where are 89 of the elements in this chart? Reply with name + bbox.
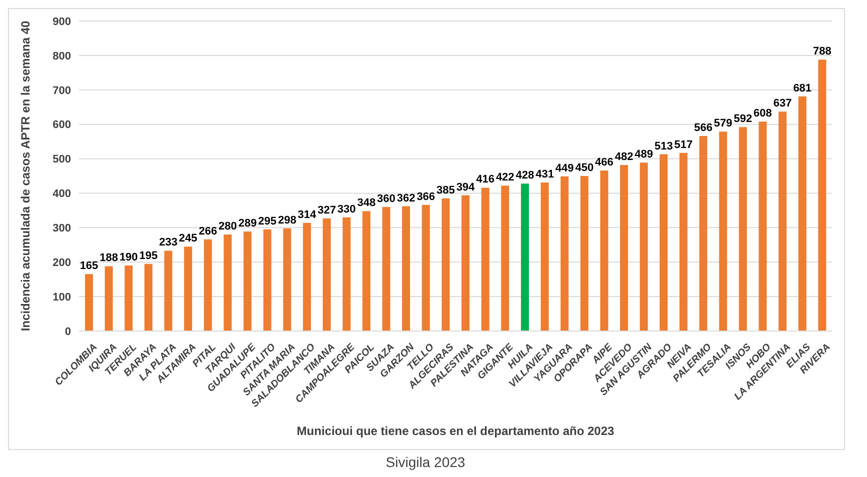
x-axis-title: Municioui que tiene casos en el departamento año 2023 xyxy=(296,424,615,438)
data-label: 366 xyxy=(416,190,436,203)
data-label: 188 xyxy=(100,252,118,264)
bar xyxy=(104,266,113,331)
data-label: 190 xyxy=(119,252,138,264)
data-label: 266 xyxy=(198,225,218,238)
data-label: 416 xyxy=(476,174,494,186)
bar xyxy=(85,274,93,331)
data-label: 298 xyxy=(278,214,296,226)
y-tick-label: 700 xyxy=(52,84,71,97)
bar xyxy=(283,228,292,331)
bar xyxy=(580,176,588,331)
bar xyxy=(362,211,370,331)
data-label: 517 xyxy=(674,138,693,151)
data-label: 637 xyxy=(773,98,792,110)
data-label: 295 xyxy=(258,215,277,228)
data-label: 245 xyxy=(178,232,198,245)
bar xyxy=(144,264,152,331)
data-label: 165 xyxy=(80,260,98,272)
bar xyxy=(263,229,272,331)
bar xyxy=(798,96,806,331)
data-label: 579 xyxy=(714,118,732,130)
bar xyxy=(184,246,192,331)
bar xyxy=(520,184,529,331)
data-label: 422 xyxy=(496,172,514,184)
bar xyxy=(660,154,668,331)
bar xyxy=(342,217,351,331)
y-tick-label: 200 xyxy=(52,257,71,270)
data-label: 450 xyxy=(575,162,594,174)
bar xyxy=(442,198,450,331)
bar xyxy=(560,176,569,331)
data-label: 489 xyxy=(634,148,654,161)
bar xyxy=(620,164,628,331)
bar xyxy=(719,132,728,331)
bar xyxy=(462,195,470,331)
data-label: 466 xyxy=(595,156,614,168)
bar xyxy=(818,60,826,331)
text: Sivigila 2023 xyxy=(384,454,466,470)
data-label: 233 xyxy=(159,236,178,249)
y-tick-label: 100 xyxy=(52,291,71,304)
y-tick-label: 300 xyxy=(52,222,71,235)
data-label: 788 xyxy=(813,46,832,58)
bar xyxy=(481,188,490,331)
bar xyxy=(224,234,232,331)
y-tick-label: 900 xyxy=(52,16,71,28)
bar xyxy=(422,204,430,331)
data-label: 681 xyxy=(793,82,812,94)
y-axis-title: Incidencia acumulada de casos APTR en la semana 40 xyxy=(18,20,32,332)
data-label: 449 xyxy=(555,162,574,174)
data-label: 195 xyxy=(139,250,158,262)
bar xyxy=(244,231,252,331)
data-label: 566 xyxy=(694,122,712,134)
data-label: 330 xyxy=(337,203,356,216)
bar xyxy=(640,162,648,331)
bar xyxy=(322,218,331,331)
data-label: 431 xyxy=(536,168,554,181)
data-label: 394 xyxy=(456,181,476,194)
bar xyxy=(382,207,390,331)
data-label: 280 xyxy=(218,220,237,233)
bar xyxy=(699,136,708,331)
data-label: 362 xyxy=(396,192,416,204)
y-tick-label: 500 xyxy=(52,154,71,166)
data-label: 289 xyxy=(238,217,257,230)
data-label: 592 xyxy=(734,113,752,126)
bar xyxy=(302,222,311,331)
bar xyxy=(738,127,747,331)
bar xyxy=(778,112,787,331)
bar xyxy=(540,182,549,331)
bar xyxy=(124,266,133,331)
y-tick-label: 600 xyxy=(52,119,71,132)
bar xyxy=(600,170,608,331)
y-tick-label: 0 xyxy=(64,326,71,338)
data-label: 482 xyxy=(614,150,634,163)
bar xyxy=(402,206,410,331)
data-label: 348 xyxy=(357,197,376,210)
bar xyxy=(758,122,767,331)
data-label: 428 xyxy=(516,170,534,182)
data-label: 314 xyxy=(298,208,318,221)
y-tick-label: 400 xyxy=(52,188,71,200)
data-label: 327 xyxy=(318,204,336,216)
data-label: 385 xyxy=(436,184,455,196)
data-label: 513 xyxy=(654,140,673,152)
bar xyxy=(679,152,688,331)
bar xyxy=(501,186,510,331)
data-label: 608 xyxy=(754,108,772,120)
data-label: 360 xyxy=(377,193,396,205)
bar xyxy=(204,239,212,331)
bar xyxy=(164,250,172,331)
y-tick-label: 800 xyxy=(52,50,71,62)
